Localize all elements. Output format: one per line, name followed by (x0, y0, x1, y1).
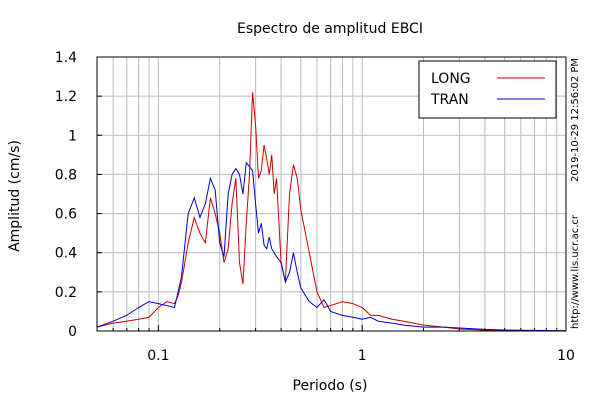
y-tick-label: 1.2 (55, 89, 77, 105)
chart-title: Espectro de amplitud EBCI (237, 21, 423, 37)
y-tick-label: 0 (68, 324, 77, 340)
y-tick-label: 0.6 (55, 207, 77, 223)
legend-label-tran: TRAN (430, 92, 469, 108)
series-line-tran (96, 161, 567, 332)
x-tick-label: 10 (557, 348, 575, 364)
y-tick-label: 0.8 (55, 167, 77, 183)
y-tick-label: 1 (68, 128, 77, 144)
y-tick-label: 0.2 (55, 285, 77, 301)
axis-layer: 0 0.2 0.4 0.6 0.8 1 1.2 1.4 0.1 1 10 (55, 50, 575, 364)
timestamp-label: 2019-10-29 12:56:02 PM (570, 58, 581, 182)
x-tick-label: 1 (358, 348, 367, 364)
y-tick-label: 1.4 (55, 50, 77, 66)
legend-label-long: LONG (431, 71, 471, 87)
source-url-label: http://www.lis.ucr.ac.cr (570, 214, 581, 329)
x-axis-label: Periodo (s) (293, 378, 368, 394)
plot-frame (96, 56, 567, 332)
legend: LONG TRAN (418, 60, 557, 119)
legend-box (418, 60, 557, 119)
y-axis-label: Amplitud (cm/s) (7, 140, 23, 252)
series-layer (96, 92, 567, 332)
series-line-long (96, 92, 567, 332)
x-tick-label: 0.1 (147, 348, 169, 364)
y-tick-label: 0.4 (55, 246, 77, 262)
